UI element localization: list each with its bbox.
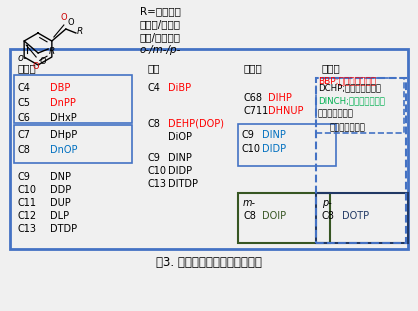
Text: R: R (49, 47, 55, 55)
Text: DUP: DUP (50, 198, 71, 208)
Text: C68: C68 (244, 93, 263, 103)
Text: O: O (61, 13, 67, 22)
Text: BBP;ブチルベンジル: BBP;ブチルベンジル (318, 76, 376, 85)
Text: C9: C9 (17, 172, 30, 182)
Text: DHNUP: DHNUP (268, 106, 303, 116)
Text: R=炭素数、: R=炭素数、 (140, 6, 181, 16)
Text: DEHP(DOP): DEHP(DOP) (168, 119, 224, 129)
Text: C10: C10 (148, 166, 167, 176)
Text: C711: C711 (244, 106, 269, 116)
Bar (238, 193, 330, 243)
Text: O: O (40, 57, 46, 66)
Bar (316, 78, 406, 243)
Text: DINP: DINP (168, 153, 192, 163)
Text: クロヘキサン: クロヘキサン (318, 109, 354, 118)
Text: C11: C11 (17, 198, 36, 208)
Bar (14, 125, 132, 163)
Text: o-: o- (18, 53, 28, 63)
Text: DIDP: DIDP (262, 144, 286, 154)
Text: C13: C13 (17, 224, 36, 234)
Text: O: O (68, 18, 74, 27)
Text: DCHP;シクロヘキシル: DCHP;シクロヘキシル (318, 83, 381, 92)
Text: DiOP: DiOP (168, 132, 192, 142)
Text: p-: p- (322, 198, 332, 208)
Text: C9: C9 (148, 153, 161, 163)
Text: 非フタレート系: 非フタレート系 (330, 123, 366, 132)
Text: C9: C9 (242, 130, 255, 140)
Text: m-: m- (243, 198, 256, 208)
Text: DIHP: DIHP (268, 93, 292, 103)
Text: DHxP: DHxP (50, 113, 77, 123)
Text: DTDP: DTDP (50, 224, 77, 234)
Bar (10, 49, 408, 249)
Text: DLP: DLP (50, 211, 69, 221)
Text: C5: C5 (17, 98, 30, 108)
Text: o-/m-/p-: o-/m-/p- (140, 45, 181, 55)
Text: C10: C10 (242, 144, 261, 154)
Text: C8: C8 (148, 119, 161, 129)
Text: C4: C4 (17, 83, 30, 93)
Text: その他: その他 (322, 63, 341, 73)
Text: DNP: DNP (50, 172, 71, 182)
Text: 直鎖/分岐、: 直鎖/分岐、 (140, 19, 181, 29)
Text: DnOP: DnOP (50, 145, 77, 155)
Bar (238, 124, 336, 166)
Text: C8: C8 (322, 211, 335, 221)
Bar (14, 75, 132, 123)
Text: C12: C12 (17, 211, 36, 221)
Text: DiBP: DiBP (168, 83, 191, 93)
Text: C7: C7 (17, 130, 30, 140)
Text: C4: C4 (148, 83, 161, 93)
Text: DINCH;ジイソノニルシ: DINCH;ジイソノニルシ (318, 96, 385, 105)
Text: DOTP: DOTP (342, 211, 369, 221)
Text: DIDP: DIDP (168, 166, 192, 176)
Text: DITDP: DITDP (168, 179, 198, 189)
Text: DnPP: DnPP (50, 98, 76, 108)
Text: DHpP: DHpP (50, 130, 77, 140)
Text: DOIP: DOIP (262, 211, 286, 221)
Text: DINP: DINP (262, 130, 286, 140)
Text: 単品/混合物、: 単品/混合物、 (140, 32, 181, 42)
Text: 分岐: 分岐 (148, 63, 161, 73)
Text: C8: C8 (243, 211, 256, 221)
Text: C8: C8 (17, 145, 30, 155)
Text: 炭素数: 炭素数 (18, 63, 37, 73)
Bar (316, 193, 408, 243)
Text: R: R (77, 26, 83, 35)
Bar (316, 78, 404, 133)
Text: DDP: DDP (50, 185, 71, 195)
Text: C6: C6 (17, 113, 30, 123)
Text: DBP: DBP (50, 83, 70, 93)
Text: 混合物: 混合物 (244, 63, 263, 73)
Text: 図3. フタル酸エステル系可塑剤: 図3. フタル酸エステル系可塑剤 (156, 256, 262, 269)
Text: O: O (33, 62, 39, 71)
Text: C10: C10 (17, 185, 36, 195)
Text: C13: C13 (148, 179, 167, 189)
